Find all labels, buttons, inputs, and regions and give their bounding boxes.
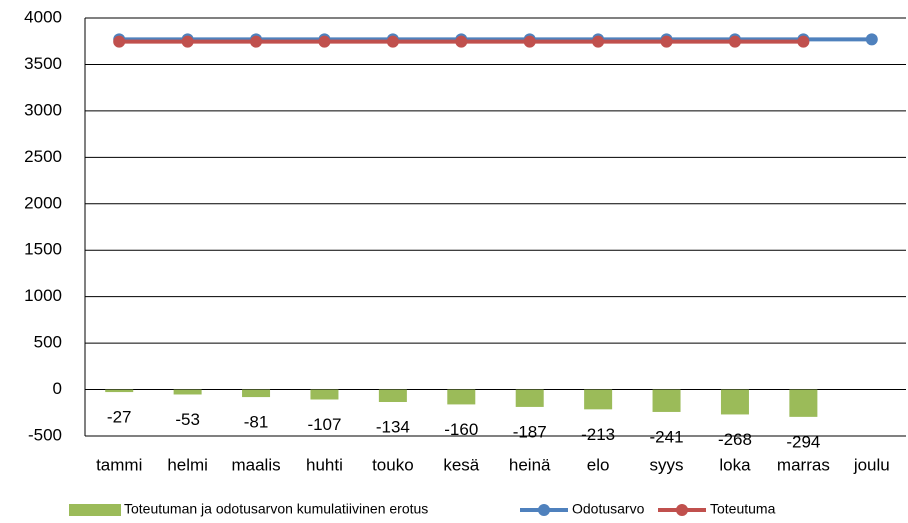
legend-label: Toteutuman ja odotusarvon kumulatiivinen… xyxy=(124,501,428,517)
y-tick-label: 4000 xyxy=(24,7,62,26)
line-marker xyxy=(797,35,810,48)
bar xyxy=(173,389,202,395)
line-marker xyxy=(728,35,741,48)
data-label: -27 xyxy=(107,408,132,427)
y-tick-label: 0 xyxy=(53,379,62,398)
bar xyxy=(515,389,544,407)
line-marker xyxy=(250,35,263,48)
line-marker xyxy=(660,35,673,48)
y-tick-label: 1000 xyxy=(24,286,62,305)
line-marker xyxy=(318,35,331,48)
data-label: -134 xyxy=(376,417,410,436)
x-tick-label: kesä xyxy=(443,455,479,474)
line-marker xyxy=(455,35,468,48)
data-label: -241 xyxy=(650,427,684,446)
legend-swatch xyxy=(676,504,688,516)
x-tick-label: touko xyxy=(372,455,414,474)
data-label: -268 xyxy=(718,430,752,449)
y-tick-label: 1500 xyxy=(24,240,62,259)
data-label: -187 xyxy=(513,422,547,441)
bar xyxy=(720,389,749,415)
data-label: -53 xyxy=(175,410,200,429)
bar xyxy=(652,389,681,412)
data-label: -81 xyxy=(244,413,269,432)
bar xyxy=(789,389,818,417)
y-tick-label: 3000 xyxy=(24,100,62,119)
x-tick-label: joulu xyxy=(853,455,890,474)
x-tick-label: marras xyxy=(777,455,830,474)
x-tick-label: helmi xyxy=(167,455,208,474)
y-tick-label: 500 xyxy=(34,333,62,352)
line-marker xyxy=(181,35,194,48)
x-tick-label: heinä xyxy=(509,455,551,474)
data-label: -107 xyxy=(307,415,341,434)
bar xyxy=(105,389,134,393)
x-tick-label: elo xyxy=(587,455,610,474)
line-marker xyxy=(386,35,399,48)
bar xyxy=(242,389,271,398)
legend-label: Odotusarvo xyxy=(572,501,645,517)
bar xyxy=(378,389,407,403)
legend-label: Toteutuma xyxy=(710,501,776,517)
bar xyxy=(447,389,476,405)
legend-swatch xyxy=(69,504,121,516)
line-marker xyxy=(523,35,536,48)
legend-swatch xyxy=(538,504,550,516)
x-tick-label: huhti xyxy=(306,455,343,474)
data-label: -160 xyxy=(444,420,478,439)
bar xyxy=(310,389,339,400)
x-tick-label: tammi xyxy=(96,455,142,474)
y-tick-label: 2500 xyxy=(24,147,62,166)
line-marker xyxy=(113,35,126,48)
data-label: -213 xyxy=(581,425,615,444)
data-label: -294 xyxy=(786,432,820,451)
y-tick-label: -500 xyxy=(28,425,62,444)
x-tick-label: maalis xyxy=(231,455,280,474)
x-tick-label: syys xyxy=(650,455,684,474)
line-marker xyxy=(865,33,878,46)
y-tick-label: 2000 xyxy=(24,193,62,212)
line-marker xyxy=(592,35,605,48)
x-tick-label: loka xyxy=(719,455,751,474)
y-tick-label: 3500 xyxy=(24,54,62,73)
bar xyxy=(584,389,613,410)
